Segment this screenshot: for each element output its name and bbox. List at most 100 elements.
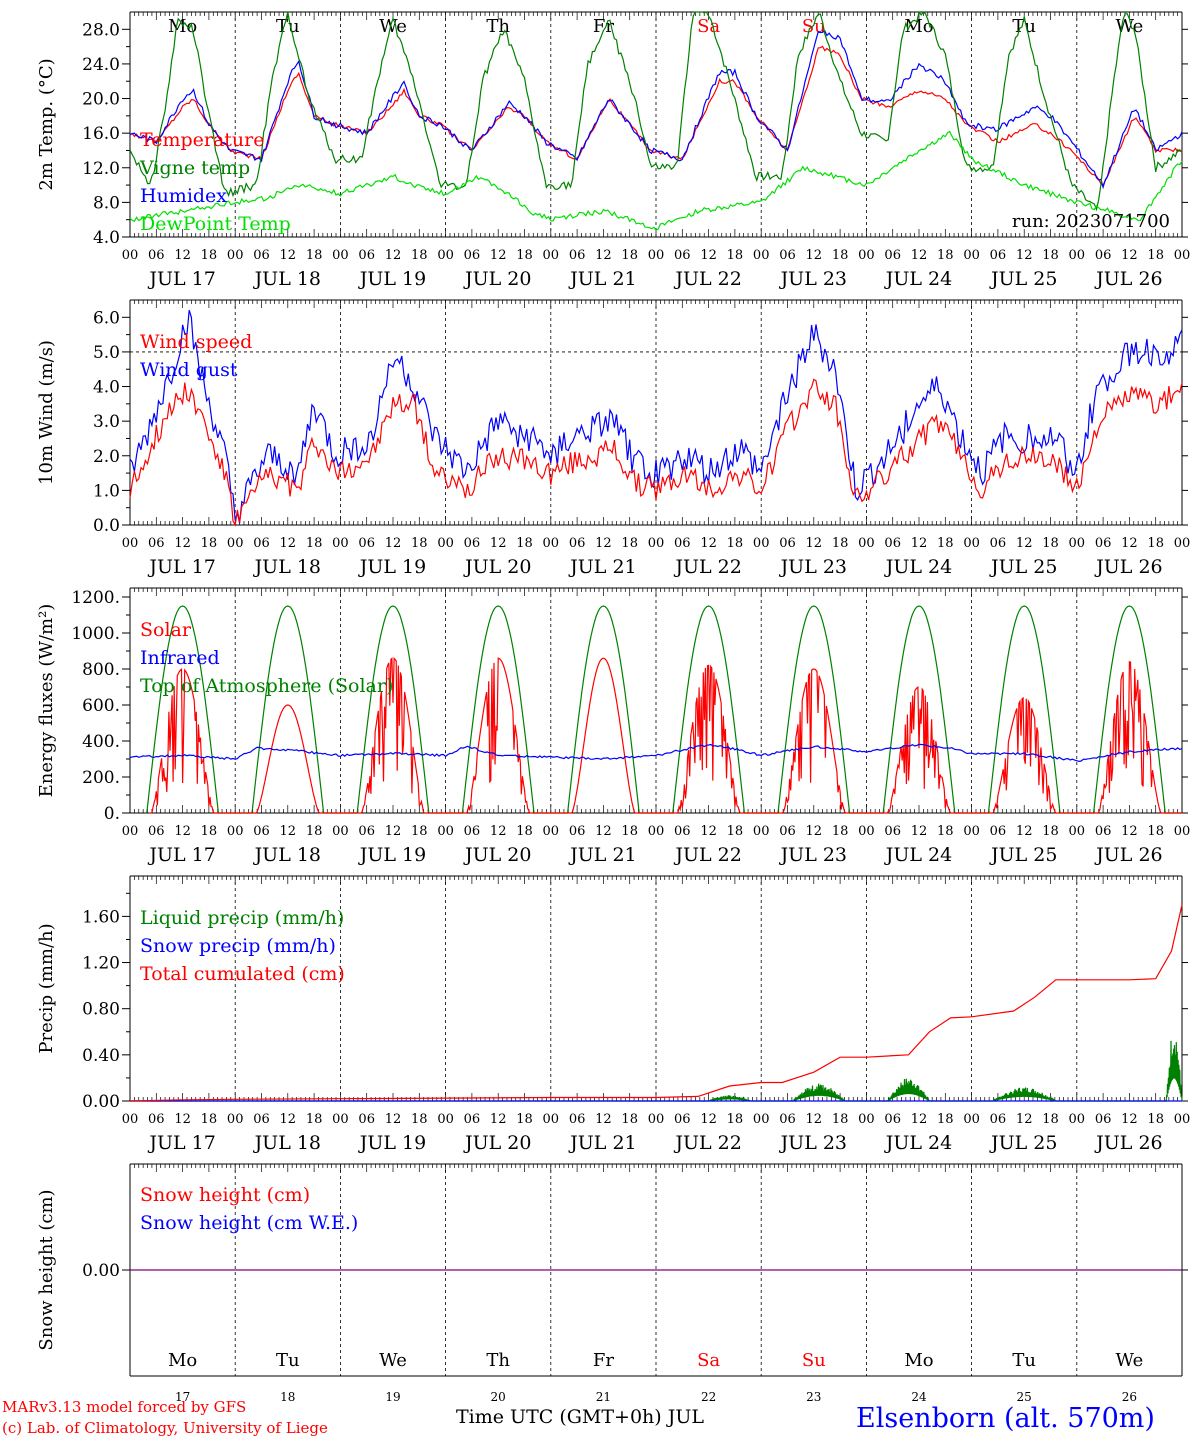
hour-label: 06: [884, 824, 901, 839]
hour-label: 06: [779, 824, 796, 839]
date-label: JUL 19: [358, 268, 426, 290]
hour-label: 00: [227, 1112, 244, 1127]
hour-label: 18: [516, 1112, 533, 1127]
hour-label: 18: [306, 536, 323, 551]
date-label: JUL 25: [989, 556, 1057, 578]
hour-label: 00: [858, 536, 875, 551]
hour-label: 06: [358, 1112, 375, 1127]
legend-entry: Wind speed: [140, 331, 252, 353]
hour-label: 06: [464, 824, 481, 839]
hour-label: 12: [385, 248, 402, 263]
y-tick-label: 1200.: [71, 588, 120, 608]
hour-label: 12: [174, 248, 191, 263]
hour-label: 18: [1042, 824, 1059, 839]
hour-label: 00: [122, 536, 139, 551]
hour-label: 18: [1147, 1112, 1164, 1127]
day-name: Fr: [593, 1350, 614, 1371]
day-number: 21: [596, 1390, 611, 1404]
hour-label: 18: [727, 248, 744, 263]
hour-label: 00: [1174, 536, 1191, 551]
series-line: [129, 378, 1183, 527]
hour-label: 00: [1174, 248, 1191, 263]
y-tick-label: 4.0: [93, 228, 120, 248]
hour-label: 00: [1174, 824, 1191, 839]
model-credit: MARv3.13 model forced by GFS: [2, 1398, 247, 1416]
hour-label: 06: [464, 248, 481, 263]
legend-entry: Wind gust: [140, 359, 238, 381]
hour-label: 06: [884, 1112, 901, 1127]
day-number: 17: [175, 1390, 190, 1404]
legend-entry: Vigne temp: [139, 157, 250, 179]
hour-label: 18: [727, 824, 744, 839]
hour-label: 00: [858, 1112, 875, 1127]
date-label: JUL 17: [147, 844, 215, 866]
date-label: JUL 25: [989, 268, 1057, 290]
hour-label: 18: [832, 248, 849, 263]
hour-label: 06: [253, 1112, 270, 1127]
date-label: JUL 25: [989, 1132, 1057, 1154]
y-tick-label: 800.: [82, 660, 120, 680]
y-axis-label: Snow height (cm): [36, 1189, 57, 1350]
hour-label: 12: [1121, 536, 1138, 551]
day-name: Th: [486, 1350, 510, 1371]
hour-label: 00: [437, 248, 454, 263]
day-name: Tu: [1012, 1350, 1036, 1371]
date-label: JUL 25: [989, 844, 1057, 866]
hour-label: 12: [280, 824, 297, 839]
date-label: JUL 26: [1094, 1132, 1162, 1154]
series-line: [129, 743, 1183, 763]
date-label: JUL 26: [1094, 268, 1162, 290]
hour-label: 12: [280, 536, 297, 551]
date-label: JUL 21: [568, 1132, 636, 1154]
legend-entry: Top of Atmosphere (Solar): [140, 675, 393, 697]
day-number: 25: [1017, 1390, 1032, 1404]
legend-entry: Solar: [140, 619, 192, 641]
legend-entry: Total cumulated (cm): [140, 963, 345, 985]
hour-label: 06: [253, 536, 270, 551]
legend-entry: Temperature: [140, 129, 264, 151]
panel-energy: 0. 200. 400. 600. 800. 1000. 1200. Energy fluxe…: [36, 587, 1191, 866]
day-name: Mo: [168, 1350, 197, 1371]
day-number: 18: [280, 1390, 295, 1404]
hour-label: 12: [1121, 824, 1138, 839]
hour-label: 12: [1121, 1112, 1138, 1127]
y-tick-label: 12.0: [82, 159, 120, 179]
hour-label: 12: [1121, 248, 1138, 263]
hour-label: 12: [595, 536, 612, 551]
panel-wind: 0.0 1.0 2.0 3.0 4.0 5.0 6.0 10m Wind (m/s) 00 06 1…: [36, 299, 1191, 578]
hour-label: 00: [332, 248, 349, 263]
hour-label: 06: [148, 536, 165, 551]
date-label: JUL 19: [358, 1132, 426, 1154]
hour-label: 06: [569, 1112, 586, 1127]
hour-label: 06: [358, 248, 375, 263]
run-label: run: 2023071700: [1012, 211, 1170, 232]
hour-label: 06: [674, 824, 691, 839]
hour-label: 12: [174, 824, 191, 839]
lab-credit: (c) Lab. of Climatology, University of L…: [2, 1419, 328, 1437]
series-line: [148, 657, 1182, 814]
hour-label: 12: [385, 824, 402, 839]
hour-label: 12: [490, 248, 507, 263]
hour-label: 12: [595, 824, 612, 839]
y-axis-label: 2m Temp. (°C): [36, 58, 57, 190]
hour-label: 12: [174, 1112, 191, 1127]
hour-label: 18: [201, 248, 218, 263]
hour-label: 00: [543, 248, 560, 263]
y-tick-label: 200.: [82, 768, 120, 788]
date-label: JUL 17: [147, 1132, 215, 1154]
hour-label: 00: [1069, 536, 1086, 551]
date-label: JUL 18: [253, 844, 321, 866]
y-tick-label: 20.0: [82, 90, 120, 110]
date-label: JUL 20: [463, 268, 531, 290]
date-label: JUL 20: [463, 844, 531, 866]
hour-label: 06: [253, 248, 270, 263]
date-label: JUL 24: [884, 556, 952, 578]
hour-label: 00: [963, 824, 980, 839]
hour-label: 06: [674, 536, 691, 551]
hour-label: 06: [464, 536, 481, 551]
date-label: JUL 22: [673, 1132, 741, 1154]
y-tick-label: 0.80: [82, 1000, 120, 1020]
date-label: JUL 23: [779, 556, 847, 578]
hour-label: 12: [490, 824, 507, 839]
